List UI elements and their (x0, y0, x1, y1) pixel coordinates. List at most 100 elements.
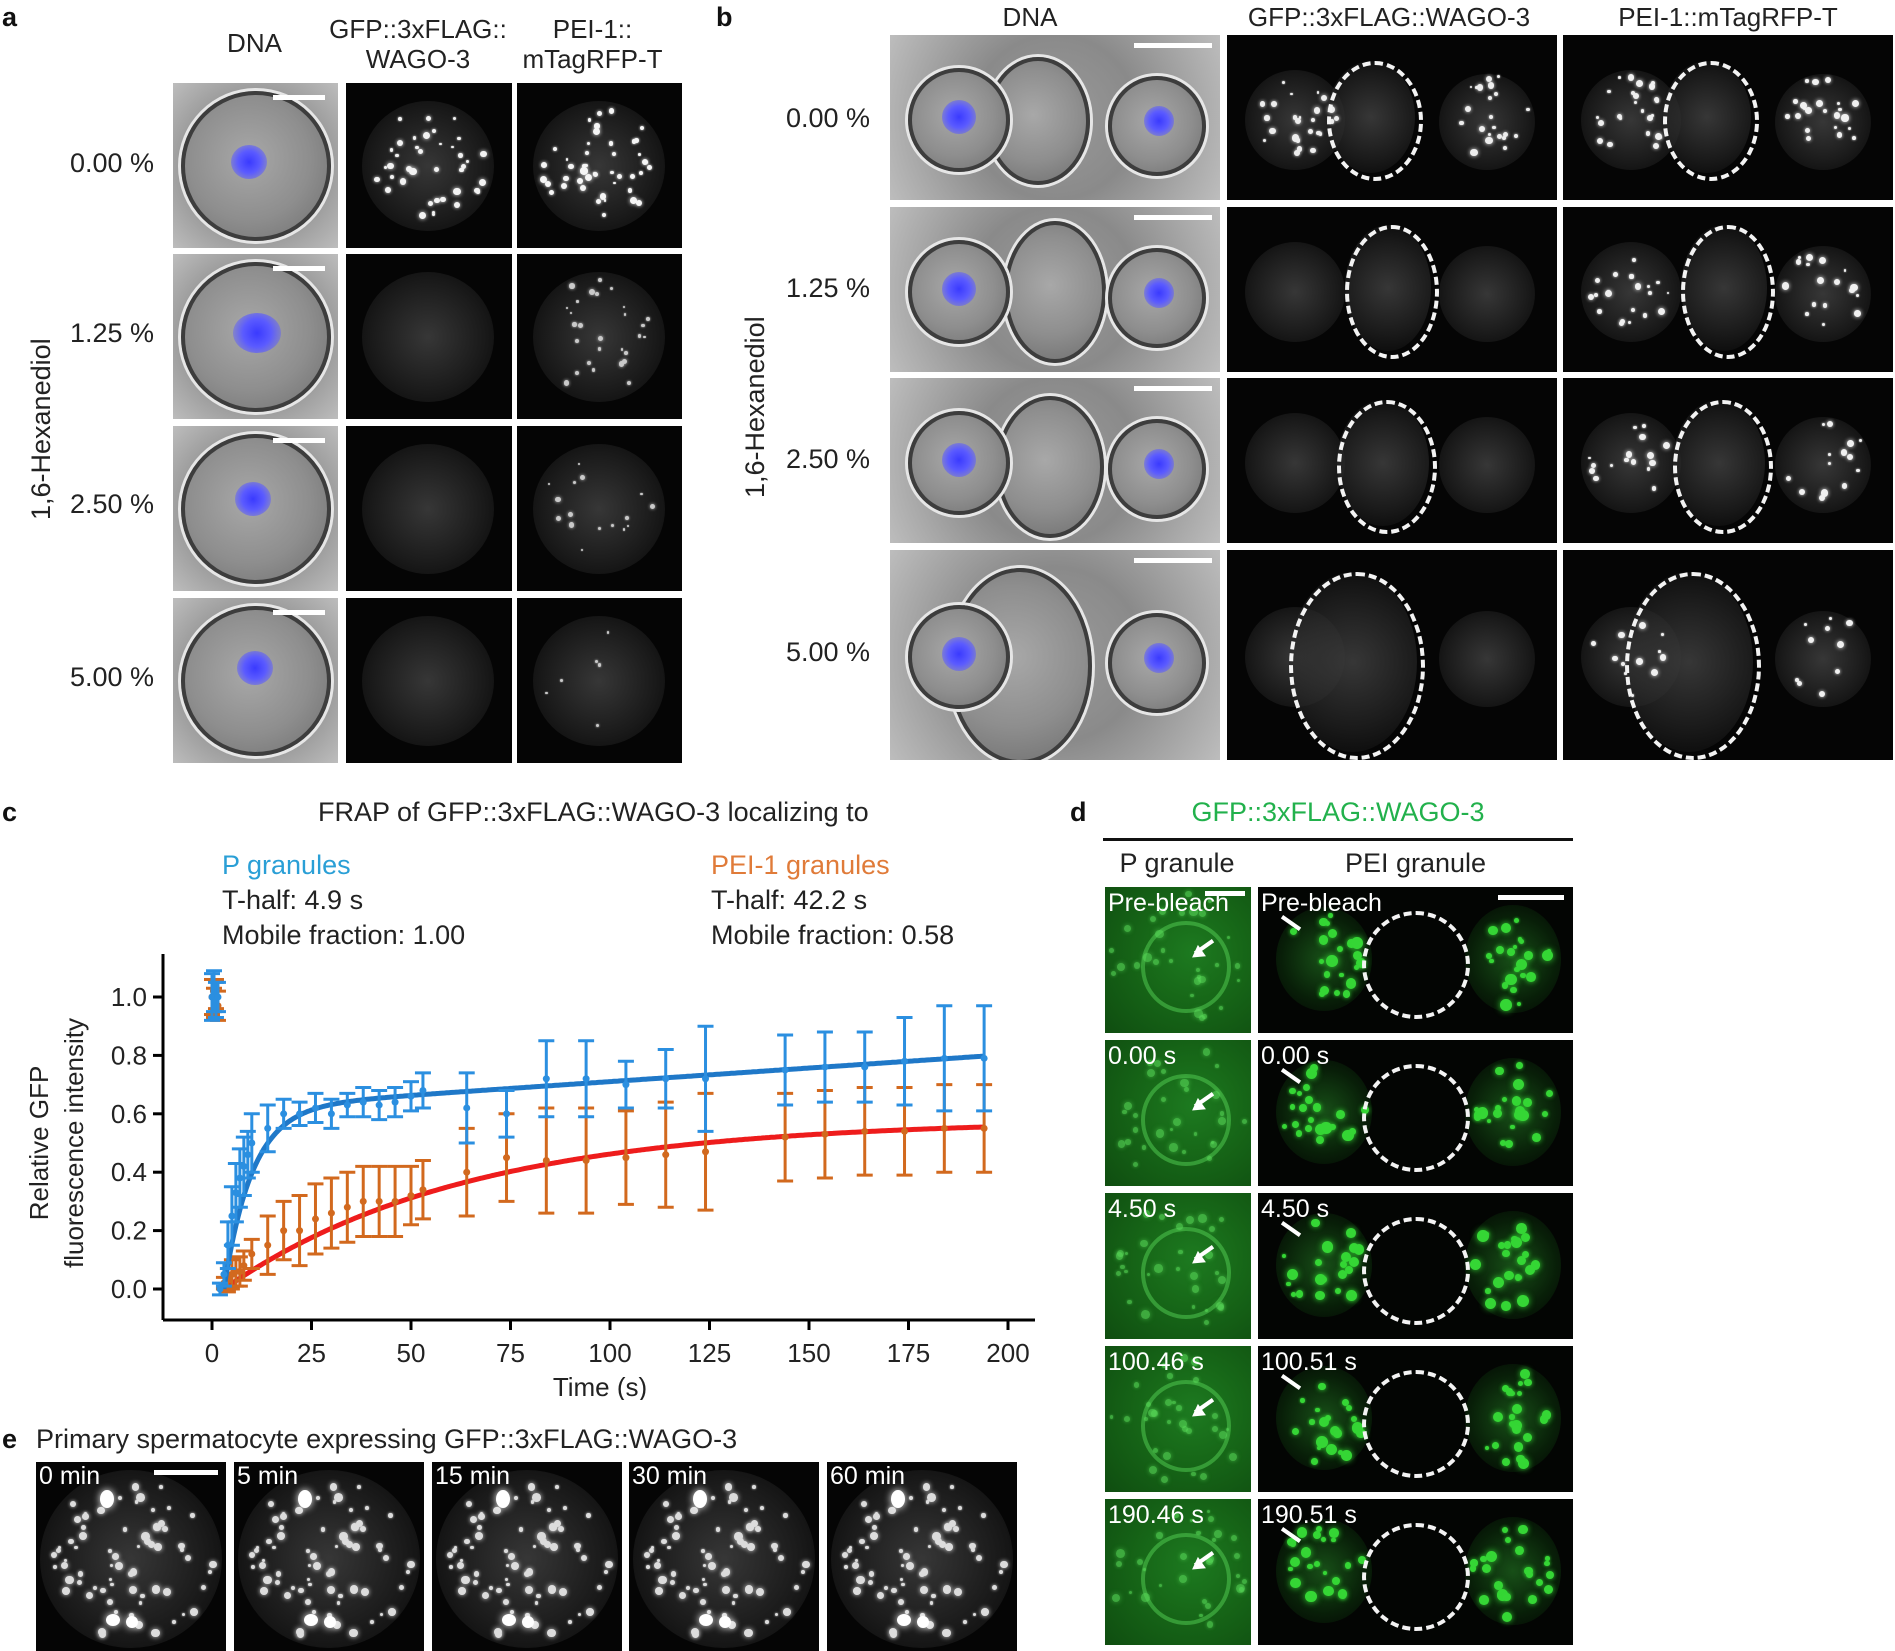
pei-granule (1841, 449, 1848, 456)
gfp-granule (1488, 114, 1493, 119)
pei-granule (1794, 112, 1802, 120)
gfp-granule (1328, 913, 1333, 918)
gfp-granule (1282, 81, 1286, 84)
data-point (343, 1101, 351, 1109)
gfp-image (346, 83, 512, 248)
brightfield-image (890, 207, 1220, 372)
gfp-granule (928, 1544, 932, 1548)
gfp-granule (334, 1493, 344, 1503)
pei-granule (1652, 486, 1657, 491)
data-point (407, 1092, 415, 1100)
gfp-granule (308, 1564, 312, 1568)
pei-granule (560, 182, 567, 189)
gfp-granule (1212, 1537, 1217, 1542)
gfp-granule (1262, 139, 1266, 143)
gfp-granule (1304, 1096, 1314, 1105)
pei-granule (574, 371, 579, 376)
gfp-granule (280, 1513, 288, 1520)
data-point (311, 1104, 319, 1112)
gfp-granule (754, 1525, 761, 1532)
gfp-granule (603, 1570, 608, 1575)
pei-granule (565, 306, 568, 310)
gfp-granule (113, 1609, 118, 1615)
gfp-granule (475, 1532, 484, 1541)
pei-granule (1856, 468, 1860, 473)
gfp-granule (1341, 1450, 1352, 1462)
gfp-granule (425, 115, 431, 122)
panel-e-title: Primary spermatocyte expressing GFP::3xF… (36, 1424, 738, 1454)
gfp-granule (1282, 1254, 1287, 1259)
gfp-granule (1143, 952, 1152, 962)
gfp-granule (693, 1587, 700, 1594)
panel-c-letter: c (2, 797, 18, 827)
gfp-granule (1500, 1139, 1506, 1146)
gfp-granule (1497, 1241, 1506, 1250)
gfp-granule (1228, 1452, 1238, 1461)
pei-granule (1825, 77, 1832, 84)
pei-granule (1633, 92, 1639, 99)
gfp-granule (1502, 1593, 1511, 1602)
x-tick-label: 75 (496, 1338, 525, 1368)
bright-granule (699, 1614, 713, 1626)
pei-granule (597, 663, 602, 667)
gfp-granule (898, 1549, 903, 1553)
pei-granule (591, 368, 595, 372)
gfp-granule (1309, 1419, 1315, 1425)
data-point (861, 1127, 869, 1135)
gfp-granule (1306, 1068, 1318, 1080)
gfp-granule (185, 1555, 192, 1562)
gfp-granule (868, 1571, 875, 1577)
gfp-granule (1504, 1537, 1512, 1544)
gfp-granule (345, 1540, 353, 1548)
pei-granule (1666, 291, 1670, 295)
gfp-granule (898, 1599, 905, 1606)
pei-granule (611, 151, 617, 157)
gfp-granule (1215, 962, 1220, 967)
panel-b-row-label: 2.50 % (786, 444, 871, 474)
gfp-granule (1158, 1213, 1166, 1221)
gfp-granule (1146, 1068, 1156, 1077)
gfp-granule (311, 1609, 316, 1615)
gfp-granule (387, 162, 394, 170)
data-point (940, 1054, 948, 1062)
pei-granule-image: 190.51 s (1258, 1499, 1573, 1645)
panel-b-row-label: 1.25 % (786, 273, 871, 303)
pei-image (1563, 35, 1893, 200)
pei-granule (577, 462, 580, 465)
gfp-granule (706, 1609, 711, 1615)
nucleus-stain (942, 637, 976, 671)
gfp-granule (1318, 990, 1326, 998)
pei-granule (576, 300, 579, 303)
gfp-granule (140, 1593, 145, 1598)
gfp-granule (537, 1532, 546, 1541)
pei-granule (554, 496, 561, 503)
gfp-granule (707, 1562, 716, 1571)
x-tick-label: 175 (887, 1338, 930, 1368)
gfp-granule (724, 1483, 733, 1492)
gfp-granule (82, 1513, 90, 1520)
cell-haze (1439, 73, 1535, 170)
pei-granule (1835, 668, 1841, 674)
pei-granule (616, 174, 622, 180)
gfp-granule (1516, 1455, 1525, 1464)
gfp-granule (1264, 115, 1270, 121)
pei-granule (623, 528, 626, 531)
gfp-granule (405, 165, 413, 173)
data-point (264, 1241, 272, 1249)
gfp-granule (1203, 1319, 1210, 1326)
gfp-granule (1495, 1105, 1501, 1111)
pei-granule (1613, 272, 1619, 278)
pei-granule (1853, 310, 1861, 318)
panel-d-title: GFP::3xFLAG::WAGO-3 (1191, 797, 1485, 827)
gfp-granule (952, 1525, 959, 1532)
gfp-granule (1111, 1593, 1121, 1603)
gfp-granule (981, 1608, 989, 1616)
gfp-granule (209, 1560, 217, 1568)
gfp-granule (873, 1513, 881, 1520)
gfp-granule (518, 1527, 524, 1532)
gfp-granule (922, 1483, 931, 1492)
gfp-granule (64, 1558, 68, 1562)
cell-haze (1245, 412, 1345, 513)
gfp-granule (920, 1586, 929, 1595)
gfp-granule (1491, 1442, 1499, 1450)
